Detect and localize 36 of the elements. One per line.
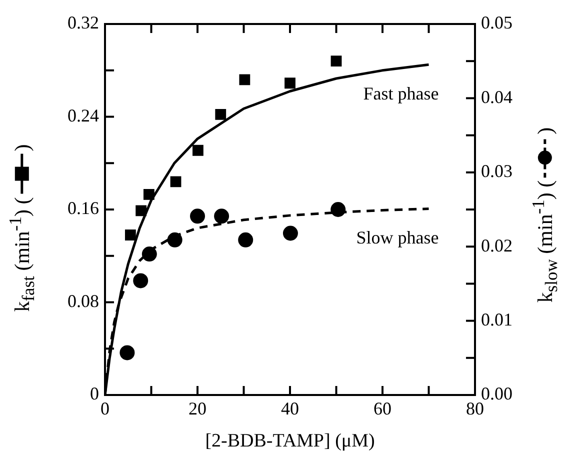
point <box>239 74 250 86</box>
point <box>133 273 148 288</box>
point <box>167 232 182 248</box>
point <box>120 345 135 360</box>
y-tick-label: 0.32 <box>68 12 99 33</box>
point <box>136 205 147 216</box>
x-tick-label: 40 <box>281 398 299 419</box>
x-tick-label: 60 <box>374 398 392 419</box>
point <box>170 176 182 188</box>
point <box>192 144 204 156</box>
point <box>330 202 346 217</box>
point <box>214 208 230 224</box>
y-tick-label: 0.16 <box>68 198 99 218</box>
point <box>282 226 298 241</box>
point <box>142 246 157 262</box>
y2-tick-label: 0.02 <box>481 235 512 256</box>
point <box>330 56 342 67</box>
y-tick-label: 0.24 <box>68 105 99 126</box>
y2-tick-label: 0.04 <box>481 86 512 107</box>
series-label: Slow phase <box>356 227 439 248</box>
y-tick-label: 0 <box>90 384 99 404</box>
series-label: Fast phase <box>363 83 439 104</box>
point <box>238 232 254 248</box>
y-tick-label: 0.08 <box>68 290 99 311</box>
y2-tick-label: 0.05 <box>481 12 512 33</box>
x-axis-title: [2-BDB-TAMP] (μM) <box>205 430 375 452</box>
y2-tick-label: 0.01 <box>481 310 512 330</box>
point <box>215 108 226 120</box>
y2-tick-label: 0.00 <box>481 384 512 404</box>
y2-tick-label: 0.03 <box>481 161 512 182</box>
point <box>124 230 136 240</box>
point <box>190 208 205 224</box>
point <box>143 188 154 200</box>
point <box>284 78 296 89</box>
x-tick-label: 80 <box>466 398 484 419</box>
x-tick-label: 20 <box>188 398 206 419</box>
